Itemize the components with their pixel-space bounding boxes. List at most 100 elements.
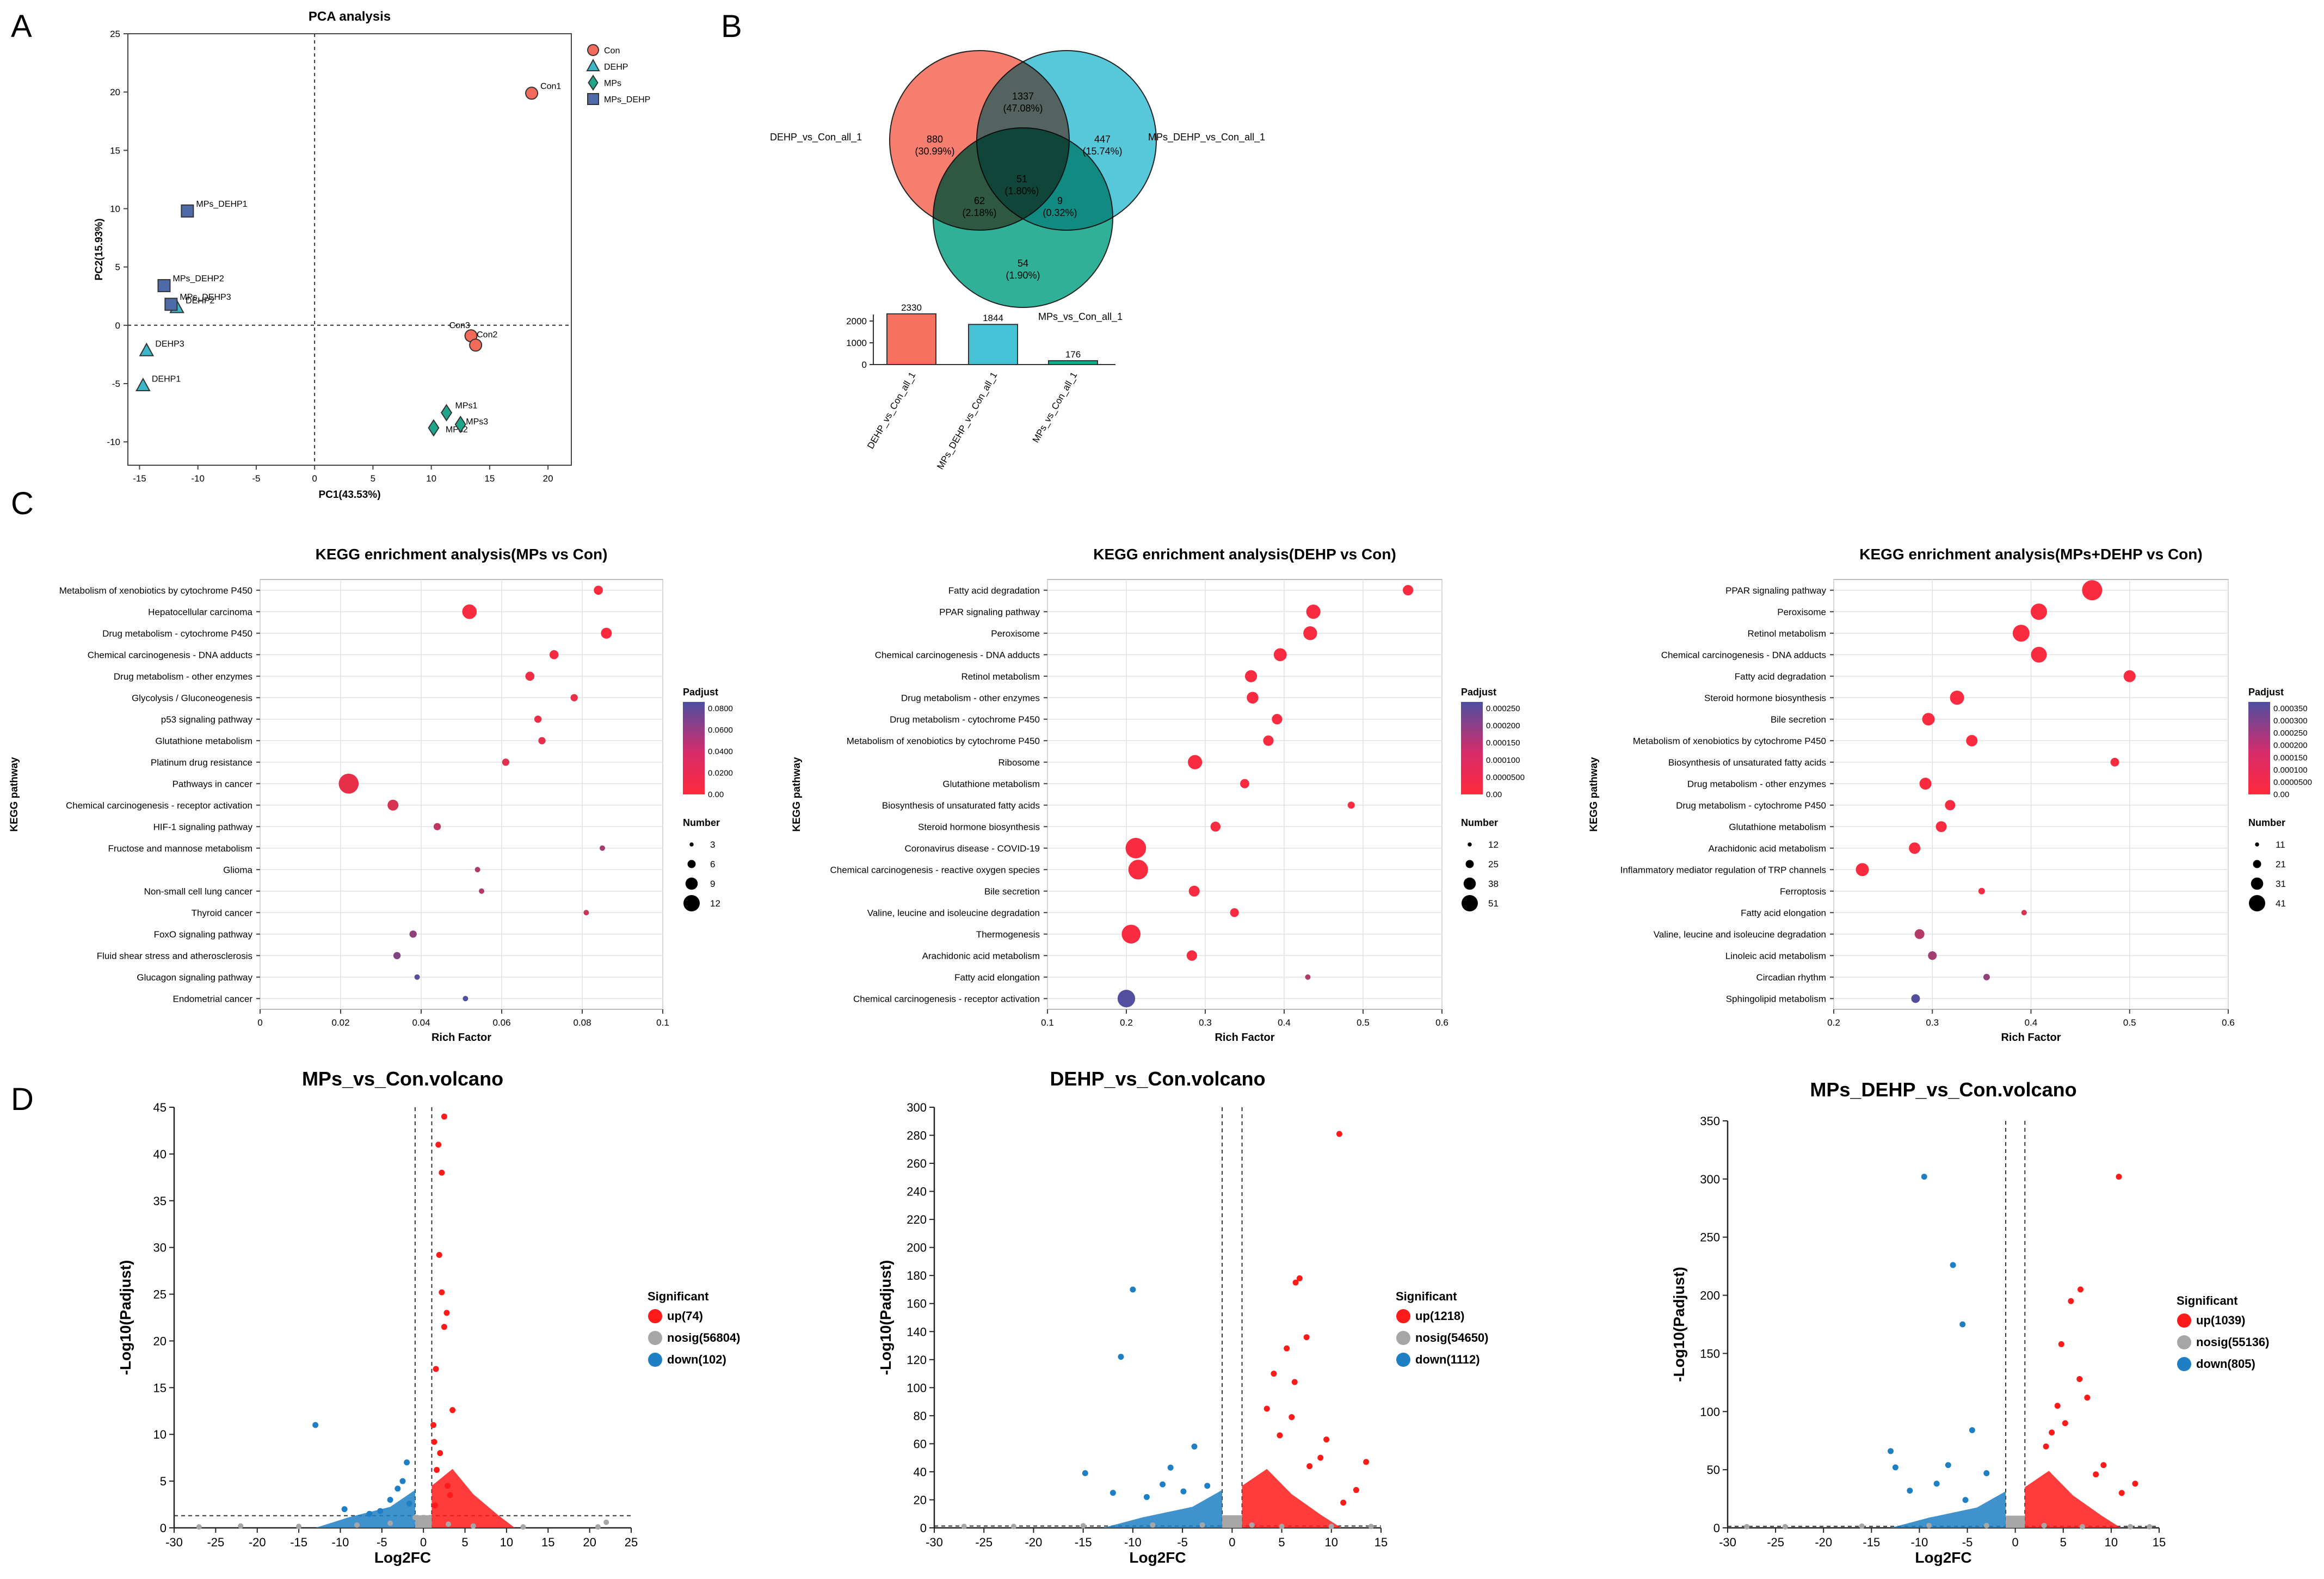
volcano-point-up [1336, 1131, 1342, 1137]
volcano-ytick-label: 5 [160, 1475, 167, 1488]
kegg-bubble [433, 823, 441, 830]
kegg-pathway-label: Circadian rhythm [1756, 972, 1827, 983]
volcano-point-nosig [2041, 1522, 2047, 1528]
venn-circle [933, 127, 1113, 308]
kegg-bubble [414, 974, 420, 980]
kegg-bubble [1950, 690, 1964, 705]
kegg-size-marker [687, 860, 696, 868]
kegg-chart-dehp: KEGG enrichment analysis(DEHP vs Con) 0.1… [791, 546, 1525, 1044]
kegg-pathway-label: Glycolysis / Gluconeogenesis [132, 693, 252, 703]
volcano-point-nosig [1782, 1524, 1788, 1529]
venn-region-count: 1337 [1012, 91, 1034, 102]
pca-ylabel: PC2(15.93%) [94, 218, 105, 280]
volcano-point-nosig [1368, 1524, 1374, 1529]
volcano-point-down [404, 1459, 410, 1466]
volcano-up-cloud [1242, 1469, 1342, 1528]
kegg-frame [1047, 579, 1443, 1010]
kegg-pathway-label: Bile secretion [984, 886, 1040, 897]
pca-xtick-label: -15 [133, 473, 146, 484]
pca-legend-marker [586, 58, 600, 71]
pca-point-label: DEHP2 [186, 297, 214, 306]
kegg-bubble [462, 604, 477, 619]
pca-xlabel: PC1(43.53%) [318, 489, 380, 501]
volcano-up-cloud [2025, 1471, 2121, 1528]
pca-point [135, 377, 151, 392]
volcano-point-down [1180, 1488, 1187, 1495]
kegg-color-tick-label: 0.00 [708, 790, 724, 799]
volcano-xlabel: Log2FC [1129, 1549, 1186, 1566]
kegg-pathway-label: Metabolism of xenobiotics by cytochrome … [59, 585, 252, 596]
kegg-pathway-label: HIF-1 signaling pathway [153, 822, 253, 832]
volcano-point-nosig [595, 1524, 601, 1530]
pca-legend-label: DEHP [604, 63, 628, 72]
kegg-pathway-label: Peroxisome [1777, 607, 1826, 617]
volcano-point-nosig [354, 1522, 360, 1528]
pca-ytick-label: 10 [110, 203, 120, 214]
kegg-pathway-label: Fatty acid degradation [1735, 671, 1826, 682]
volcano-point-down [1888, 1448, 1894, 1454]
kegg-size-marker [689, 842, 694, 847]
volcano-point-up [1306, 1463, 1313, 1470]
volcano-point-up [2116, 1174, 2122, 1180]
pca-point [469, 338, 483, 352]
volcano-xtick-label: 10 [500, 1535, 513, 1549]
volcano-point-up [1323, 1436, 1330, 1443]
venn-region-pct: (47.08%) [1003, 103, 1043, 114]
volcano-ytick-label: 100 [1700, 1405, 1720, 1418]
pca-xtick-label: -10 [191, 473, 205, 484]
kegg-pathway-label: Biosynthesis of unsaturated fatty acids [882, 800, 1040, 811]
venn-bar-value: 2330 [901, 303, 922, 313]
volcano-point-nosig [2080, 1524, 2086, 1529]
volcano-xtick-label: -25 [1767, 1535, 1784, 1549]
venn-region-count: 9 [1057, 195, 1063, 206]
kegg-xtick-label: 0.6 [1435, 1017, 1448, 1028]
kegg-pathway-label: Drug metabolism - other enzymes [114, 671, 252, 682]
volcano-legend-label: down(1112) [1415, 1353, 1480, 1366]
volcano-point-down [1921, 1174, 1927, 1180]
kegg-xtick-label: 0.5 [2123, 1017, 2136, 1028]
pca-point-label: DEHP3 [155, 340, 184, 349]
venn-region-pct: (1.80%) [1004, 186, 1039, 196]
venn-bar-ytick-label: 0 [862, 360, 867, 370]
volcano-point-down [1109, 1490, 1116, 1496]
volcano-point-nosig [1249, 1522, 1255, 1528]
volcano-point-nosig [2128, 1524, 2134, 1529]
kegg-pathway-label: Bile secretion [1771, 714, 1826, 725]
volcano-ytick-label: 10 [153, 1428, 167, 1441]
kegg-xtick-label: 0.04 [412, 1017, 430, 1028]
venn-bar-category: DEHP_vs_Con_all_1 [865, 371, 917, 451]
kegg-pathway-label: Fructose and mannose metabolism [108, 843, 252, 854]
volcano-point-down [1933, 1481, 1940, 1487]
kegg-bubble [1978, 887, 1985, 895]
volcano-point-nosig [1229, 1521, 1235, 1527]
volcano-legend-label: nosig(54650) [1415, 1331, 1489, 1344]
volcano-point-nosig [296, 1524, 302, 1529]
volcano-point-down [1118, 1354, 1124, 1360]
volcano-xtick-label: 25 [625, 1535, 638, 1549]
volcano-xtick-label: -30 [1719, 1535, 1736, 1549]
volcano-xtick-label: -15 [290, 1535, 307, 1549]
volcano-xtick-label: 10 [1325, 1535, 1338, 1549]
kegg-size-label: 3 [710, 840, 715, 850]
volcano-point-nosig [961, 1524, 967, 1529]
kegg-xtick-label: 0.1 [656, 1017, 669, 1028]
pca-title: PCA analysis [309, 9, 391, 24]
kegg-pathway-label: Coronavirus disease - COVID-19 [905, 843, 1040, 854]
volcano-point-up [441, 1113, 447, 1120]
volcano-point-nosig [424, 1516, 430, 1522]
volcano-ytick-label: 45 [153, 1101, 167, 1114]
kegg-size-label: 38 [1488, 879, 1499, 889]
pca-xtick-label: 5 [371, 473, 375, 484]
volcano-point-up [435, 1142, 442, 1148]
volcano-legend-label: up(1218) [1415, 1309, 1464, 1323]
volcano-point-nosig [603, 1519, 609, 1525]
volcano-ytick-label: 40 [153, 1148, 167, 1161]
volcano-title: MPs_vs_Con.volcano [302, 1068, 503, 1090]
volcano-point-up [437, 1450, 443, 1457]
pca-ytick-label: 0 [115, 320, 120, 331]
panel-letter-c: C [11, 486, 34, 521]
kegg-size-marker [1468, 842, 1472, 847]
kegg-size-marker [1465, 860, 1474, 868]
volcano-chart-mps: MPs_vs_Con.volcano -30 -25 -20 -15 -10 -5 0 5 10 1… [117, 1068, 741, 1566]
kegg-pathway-label: Valine, leucine and isoleucine degradati… [867, 908, 1040, 918]
